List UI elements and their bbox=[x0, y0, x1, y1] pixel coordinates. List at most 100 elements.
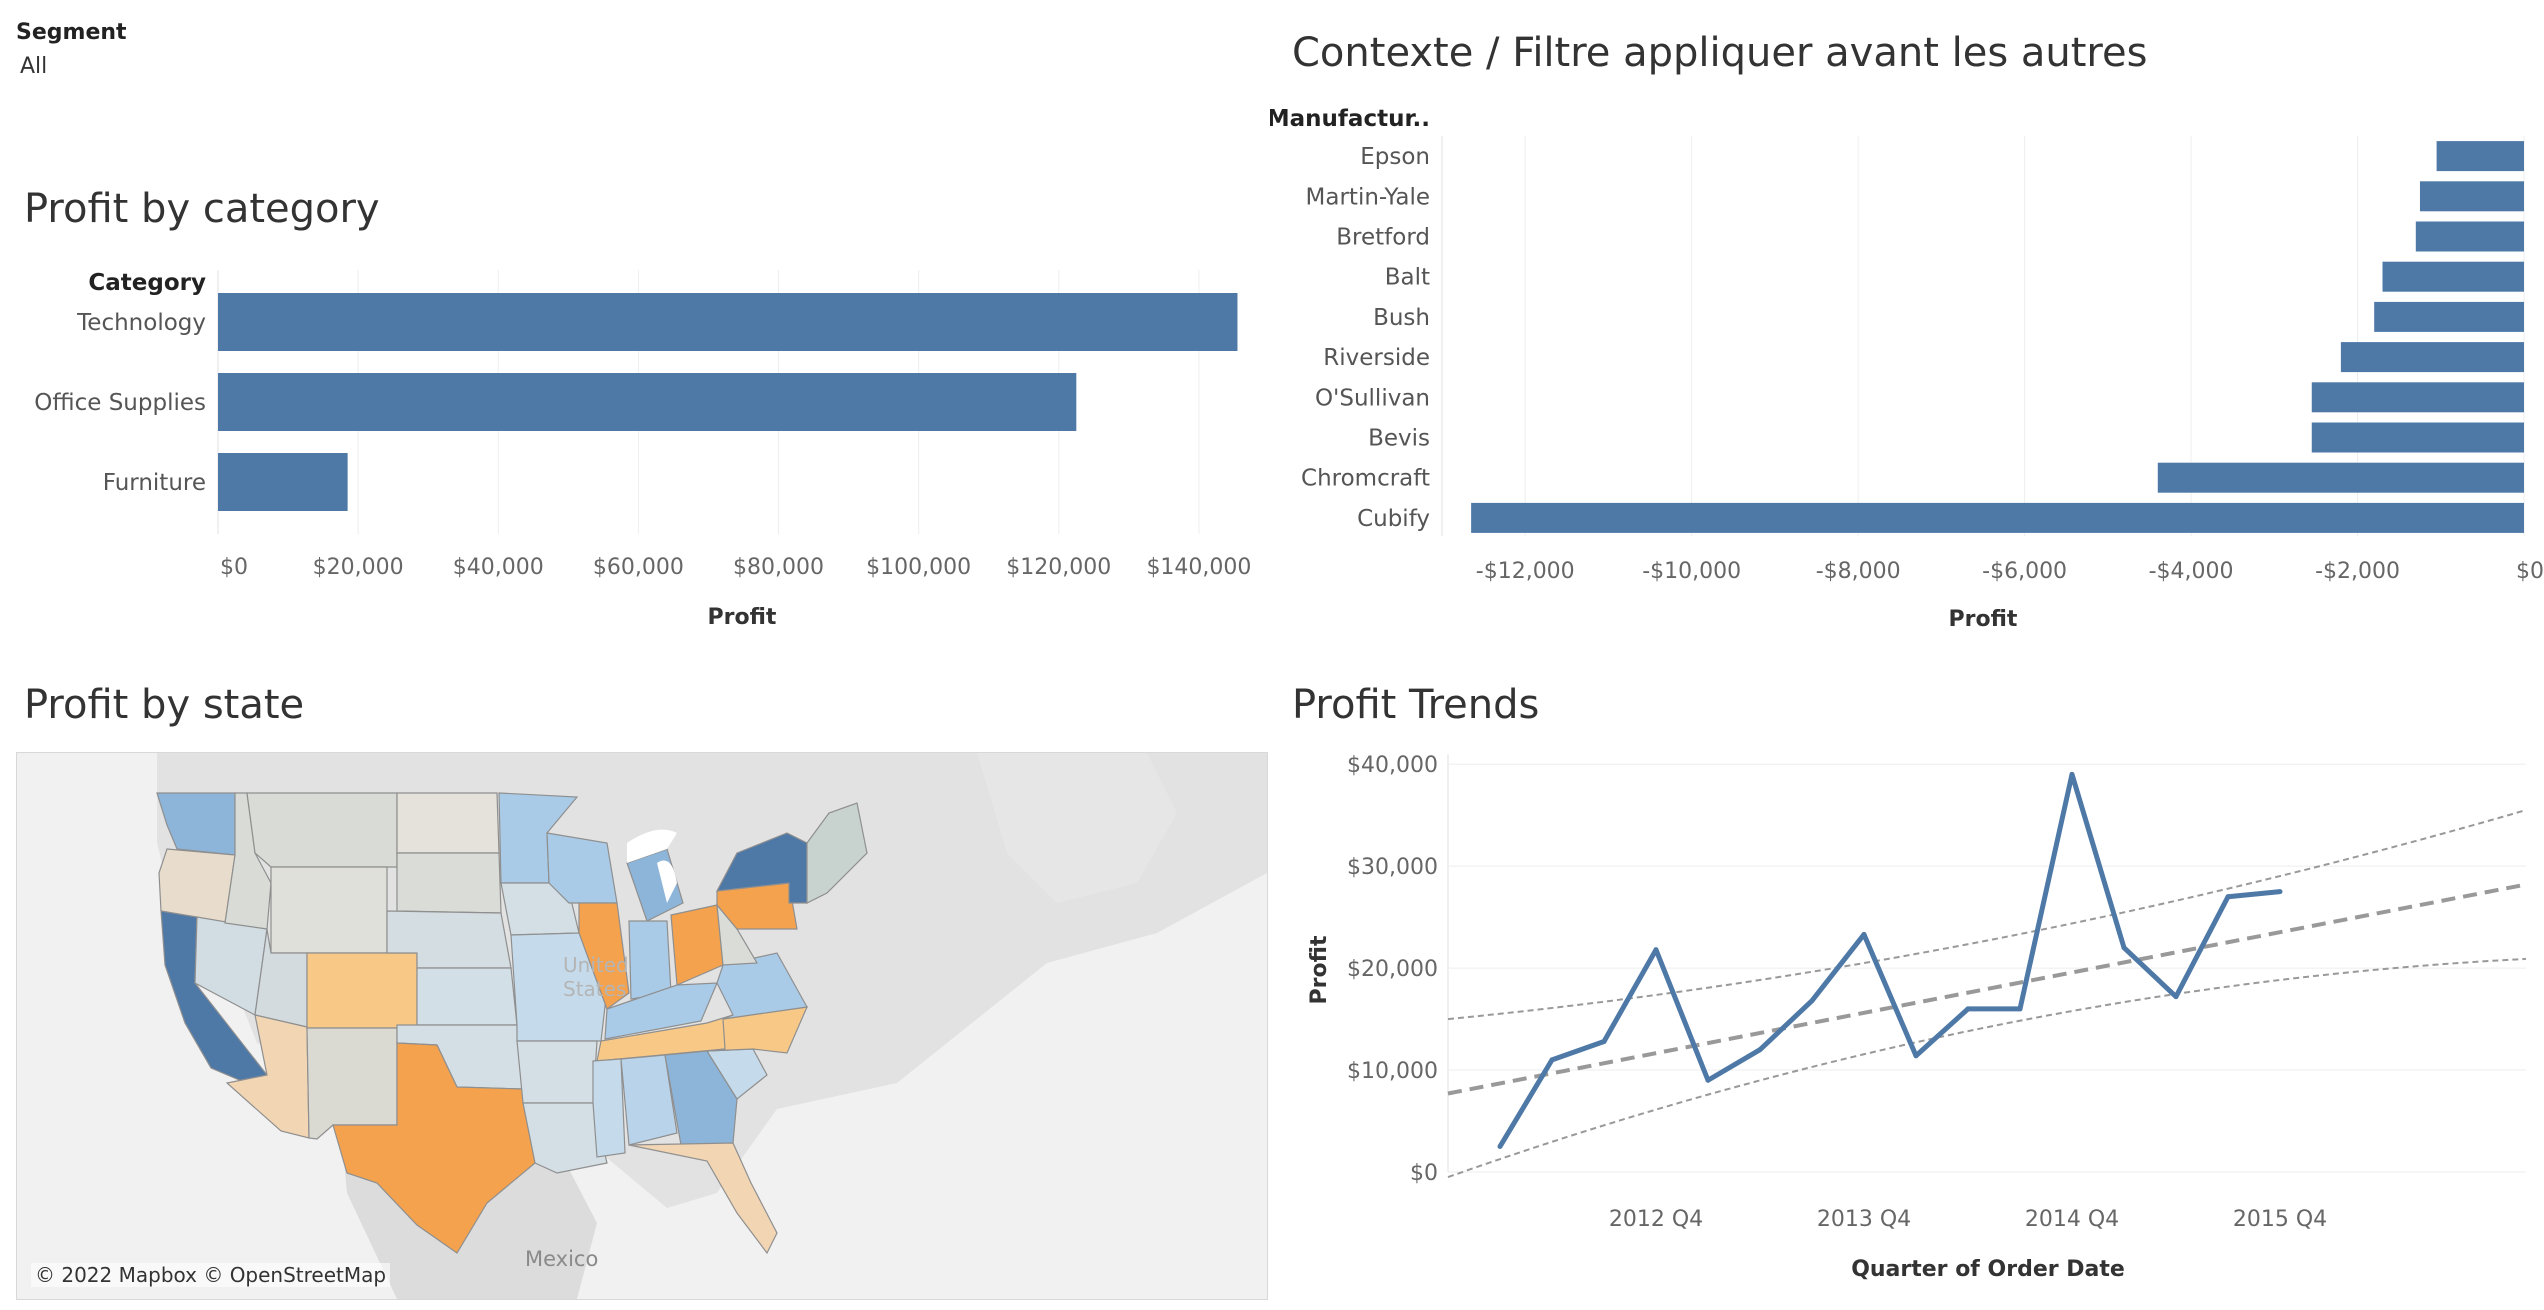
state-north-dakota[interactable] bbox=[396, 792, 500, 854]
manufacturer-bar-chart: Manufactur.. -$12,000 -$10,000 -$8,000 -$6,0… bbox=[1270, 106, 2544, 632]
state-georgia[interactable] bbox=[664, 1050, 738, 1146]
manufacturer-label: Cubify bbox=[1357, 506, 1430, 532]
manufacturer-bar[interactable] bbox=[2340, 342, 2524, 373]
segment-filter-label: Segment bbox=[16, 20, 127, 45]
manufacturer-x-tick-label: -$12,000 bbox=[1476, 559, 1575, 584]
trend-point[interactable] bbox=[2017, 1006, 2023, 1012]
manufacturer-label: Bevis bbox=[1368, 426, 1430, 452]
segment-filter-value[interactable]: All bbox=[20, 54, 48, 79]
trend-point[interactable] bbox=[1497, 1144, 1503, 1150]
state-virginia[interactable] bbox=[716, 952, 808, 1020]
trend-y-tick-label: $20,000 bbox=[1347, 957, 1438, 982]
manufacturer-bar[interactable] bbox=[2311, 382, 2524, 413]
trend-point[interactable] bbox=[2173, 994, 2179, 1000]
manufacturer-label: Epson bbox=[1360, 144, 1430, 170]
trend-point[interactable] bbox=[2225, 894, 2231, 900]
manufacturer-bar[interactable] bbox=[1471, 502, 2524, 533]
category-bar[interactable] bbox=[218, 453, 348, 511]
category-x-tick-label: $0 bbox=[220, 555, 248, 580]
manufacturer-x-tick-label: -$8,000 bbox=[1816, 559, 1901, 584]
state-illinois[interactable] bbox=[578, 902, 630, 1010]
state-oregon[interactable] bbox=[158, 848, 236, 924]
manufacturer-x-tick-label: -$4,000 bbox=[2149, 559, 2234, 584]
state-new-england[interactable] bbox=[806, 802, 868, 904]
trend-point[interactable] bbox=[1861, 931, 1867, 937]
trend-x-tick-label: 2013 Q4 bbox=[1817, 1207, 1911, 1232]
manufacturer-label: Bush bbox=[1373, 305, 1430, 331]
manufacturer-x-tick-label: -$10,000 bbox=[1642, 559, 1741, 584]
trend-point[interactable] bbox=[2069, 771, 2075, 777]
state-indiana[interactable] bbox=[628, 920, 672, 1000]
title-profit-by-category: Profit by category bbox=[24, 186, 380, 232]
trend-point[interactable] bbox=[1965, 1006, 1971, 1012]
state-alabama[interactable] bbox=[620, 1054, 678, 1146]
category-bar[interactable] bbox=[218, 373, 1077, 431]
state-wyoming[interactable] bbox=[270, 866, 388, 954]
manufacturer-label: O'Sullivan bbox=[1315, 385, 1430, 411]
category-x-tick-label: $80,000 bbox=[733, 555, 824, 580]
us-state-map[interactable] bbox=[17, 753, 1267, 1299]
trend-x-tick-label: 2012 Q4 bbox=[1609, 1207, 1703, 1232]
manufacturer-label: Bretford bbox=[1336, 225, 1430, 251]
category-x-tick-label: $40,000 bbox=[453, 555, 544, 580]
map-attribution[interactable]: © 2022 Mapbox © OpenStreetMap bbox=[31, 1263, 391, 1287]
category-x-tick-label: $60,000 bbox=[593, 555, 684, 580]
trend-point[interactable] bbox=[2277, 889, 2283, 895]
trend-confidence-upper bbox=[1447, 809, 2527, 1021]
trend-point[interactable] bbox=[1913, 1053, 1919, 1059]
trend-point[interactable] bbox=[1549, 1057, 1555, 1063]
category-x-axis-title: Profit bbox=[708, 605, 777, 630]
manufacturer-bar[interactable] bbox=[2311, 422, 2524, 453]
state-kansas[interactable] bbox=[416, 967, 518, 1026]
state-florida[interactable] bbox=[628, 1142, 778, 1255]
trend-line bbox=[1447, 882, 2527, 1096]
state-kentucky[interactable] bbox=[604, 982, 718, 1040]
manufacturer-bar[interactable] bbox=[2419, 181, 2524, 212]
trend-point[interactable] bbox=[1601, 1039, 1607, 1045]
map-label-united-states: United States bbox=[563, 953, 629, 1001]
category-x-tick-label: $120,000 bbox=[1006, 555, 1111, 580]
state-mississippi[interactable] bbox=[592, 1058, 626, 1158]
map-lake-michigan bbox=[657, 860, 677, 903]
state-louisiana[interactable] bbox=[522, 1102, 608, 1174]
manufacturer-bar[interactable] bbox=[2415, 221, 2524, 252]
category-label: Office Supplies bbox=[34, 390, 206, 416]
category-label: Furniture bbox=[103, 470, 206, 496]
category-bar[interactable] bbox=[218, 293, 1238, 351]
manufacturer-label: Chromcraft bbox=[1301, 466, 1430, 492]
manufacturer-bar[interactable] bbox=[2382, 261, 2524, 292]
category-x-tick-label: $140,000 bbox=[1146, 555, 1251, 580]
manufacturer-bar[interactable] bbox=[2374, 301, 2524, 332]
trend-point[interactable] bbox=[2121, 945, 2127, 951]
trend-point[interactable] bbox=[1809, 998, 1815, 1004]
trend-y-tick-label: $40,000 bbox=[1347, 753, 1438, 778]
trend-y-tick-label: $10,000 bbox=[1347, 1059, 1438, 1084]
profit-by-state-map[interactable]: © 2022 Mapbox © OpenStreetMap Mexico Uni… bbox=[16, 752, 1268, 1300]
state-montana[interactable] bbox=[246, 792, 398, 868]
state-new-york[interactable] bbox=[715, 832, 808, 904]
manufacturer-bar[interactable] bbox=[2436, 141, 2524, 172]
map-label-mexico: Mexico bbox=[525, 1247, 599, 1271]
state-colorado[interactable] bbox=[306, 952, 418, 1029]
map-land-northeast-canada bbox=[977, 753, 1177, 903]
manufacturer-label: Martin-Yale bbox=[1306, 184, 1430, 210]
trend-point[interactable] bbox=[1705, 1077, 1711, 1083]
trend-x-axis-title: Quarter of Order Date bbox=[1851, 1257, 2125, 1282]
trend-point[interactable] bbox=[1653, 947, 1659, 953]
category-bar-chart: Category $0 $20,000 $40,000 $60,000 $80,000 $1… bbox=[34, 270, 1251, 630]
trend-x-tick-label: 2015 Q4 bbox=[2233, 1207, 2327, 1232]
title-manufacturer-chart: Contexte / Filtre appliquer avant les au… bbox=[1292, 30, 2148, 76]
profit-trend-chart: $0 $10,000 $20,000 $30,000 $40,000 2012 Q4 201… bbox=[1307, 753, 2527, 1282]
category-x-tick-label: $100,000 bbox=[866, 555, 971, 580]
state-south-dakota[interactable] bbox=[396, 852, 502, 914]
state-new-mexico[interactable] bbox=[306, 1027, 398, 1140]
state-arkansas[interactable] bbox=[516, 1040, 598, 1104]
trend-series-line[interactable] bbox=[1497, 771, 2281, 1148]
manufacturer-x-tick-label: -$6,000 bbox=[1982, 559, 2067, 584]
manufacturer-dimension-header: Manufactur.. bbox=[1270, 106, 1430, 132]
manufacturer-bar[interactable] bbox=[2157, 462, 2524, 493]
trend-point[interactable] bbox=[1757, 1047, 1763, 1053]
map-lake-superior bbox=[627, 829, 677, 863]
manufacturer-x-tick-label: $0 bbox=[2516, 559, 2544, 584]
title-profit-trends: Profit Trends bbox=[1292, 682, 1540, 728]
